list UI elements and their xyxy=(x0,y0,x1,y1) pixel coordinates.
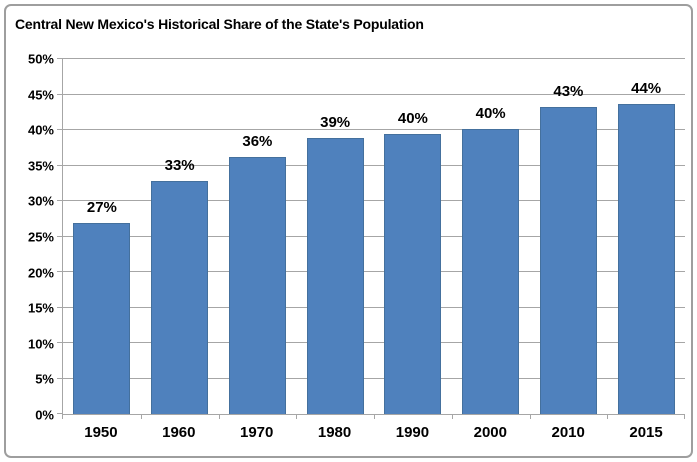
plot-area: 27% 33% 36% 39% 40% 40% 43% 44% xyxy=(57,58,685,419)
gridline-35 xyxy=(63,164,685,166)
x-tick-label-2000: 2000 xyxy=(473,424,507,441)
x-tick-label-1980: 1980 xyxy=(317,424,352,441)
gridline-10 xyxy=(63,342,685,343)
y-tick-label-35: 35% xyxy=(27,158,54,174)
y-tick-15 xyxy=(57,306,63,308)
y-tick-40 xyxy=(57,129,63,130)
y-tick-label-40: 40% xyxy=(27,122,54,138)
bar-slot-1960: 33% xyxy=(141,59,219,414)
bar-2015 xyxy=(617,103,675,414)
y-tick-10 xyxy=(57,342,63,343)
x-tick-label-1960: 1960 xyxy=(162,424,196,441)
y-tick-35 xyxy=(57,164,63,166)
x-tick-label-1970: 1970 xyxy=(240,424,274,441)
y-tick-5 xyxy=(57,377,63,379)
gridline-40 xyxy=(63,129,685,130)
bar-slot-2000: 40% xyxy=(452,59,530,414)
y-tick-label-30: 30% xyxy=(27,193,54,209)
bar-1980 xyxy=(306,137,364,414)
gridline-5 xyxy=(63,377,685,379)
bar-value-label-2015: 44% xyxy=(631,79,662,97)
bar-2010 xyxy=(539,107,597,414)
bar-slot-2010: 43% xyxy=(530,59,608,414)
y-tick-label-50: 50% xyxy=(27,51,54,67)
bar-1970 xyxy=(228,156,286,414)
bar-value-label-1970: 36% xyxy=(242,132,273,150)
x-tick-5 xyxy=(451,414,453,419)
x-tick-label-2015: 2015 xyxy=(629,424,663,441)
x-tick-2 xyxy=(218,414,220,419)
gridline-15 xyxy=(63,306,685,308)
gridline-45 xyxy=(63,93,685,95)
x-tick-label-1990: 1990 xyxy=(395,424,430,441)
x-tick-8 xyxy=(684,414,685,419)
bar-value-label-1950: 27% xyxy=(86,199,117,217)
gridline-50 xyxy=(63,58,685,59)
bar-slot-2015: 44% xyxy=(607,59,685,414)
x-tick-label-1950: 1950 xyxy=(84,424,118,441)
chart-frame: Central New Mexico's Historical Share of… xyxy=(4,4,693,458)
y-tick-label-15: 15% xyxy=(27,300,54,316)
bar-1960 xyxy=(151,181,209,414)
y-tick-0 xyxy=(57,413,63,414)
x-tick-3 xyxy=(296,414,298,419)
x-tick-0 xyxy=(62,414,63,419)
bar-slot-1990: 40% xyxy=(374,59,452,414)
y-axis: 0% 5% 10% 15% 20% 25% 30% 35% 40% 45% 50% xyxy=(6,53,56,422)
y-tick-25 xyxy=(57,235,63,237)
bar-2000 xyxy=(462,129,520,414)
bar-value-label-2010: 43% xyxy=(553,83,584,101)
gridline-25 xyxy=(63,235,685,237)
x-axis-labels: 1950 1960 1970 1980 1990 2000 2010 2015 xyxy=(62,422,685,444)
x-tick-6 xyxy=(529,414,531,419)
bar-slot-1980: 39% xyxy=(296,59,374,414)
x-tick-label-2010: 2010 xyxy=(551,424,585,441)
y-tick-label-10: 10% xyxy=(27,336,54,352)
chart-title: Central New Mexico's Historical Share of… xyxy=(15,16,424,32)
x-tick-7 xyxy=(607,414,609,419)
gridline-30 xyxy=(63,200,685,201)
y-tick-label-45: 45% xyxy=(27,87,54,103)
y-tick-label-5: 5% xyxy=(35,371,54,387)
bar-value-label-1990: 40% xyxy=(397,109,428,127)
bar-slot-1970: 36% xyxy=(219,59,297,414)
y-tick-45 xyxy=(57,93,63,95)
y-tick-20 xyxy=(57,271,63,272)
bar-value-label-2000: 40% xyxy=(475,105,506,123)
y-tick-label-25: 25% xyxy=(27,229,54,245)
bar-value-label-1960: 33% xyxy=(164,157,195,175)
y-tick-50 xyxy=(57,58,63,59)
bar-slot-1950: 27% xyxy=(63,59,141,414)
x-tick-4 xyxy=(374,414,375,419)
y-tick-label-0: 0% xyxy=(35,407,54,423)
y-tick-30 xyxy=(57,200,63,201)
gridline-20 xyxy=(63,271,685,272)
bar-1950 xyxy=(73,223,131,414)
x-tick-1 xyxy=(140,414,142,419)
bar-value-label-1980: 39% xyxy=(320,113,351,131)
y-tick-label-20: 20% xyxy=(27,265,54,281)
bar-1990 xyxy=(384,133,442,414)
